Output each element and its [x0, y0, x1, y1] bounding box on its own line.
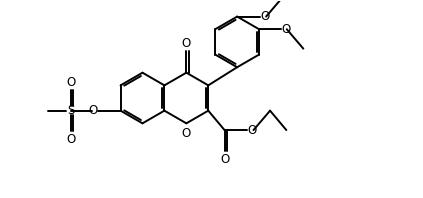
Text: O: O: [220, 153, 229, 166]
Text: O: O: [182, 37, 191, 50]
Text: O: O: [88, 104, 98, 117]
Text: O: O: [66, 133, 76, 146]
Text: O: O: [66, 75, 76, 89]
Text: O: O: [248, 124, 257, 137]
Text: S: S: [67, 104, 75, 117]
Text: O: O: [260, 10, 269, 23]
Text: O: O: [281, 23, 290, 36]
Text: O: O: [182, 127, 191, 140]
